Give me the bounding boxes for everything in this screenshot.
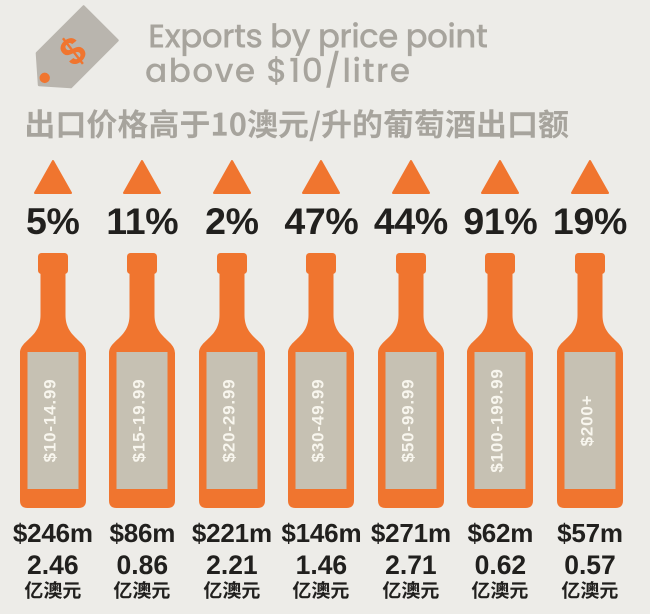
export-value-musd: $221m — [191, 517, 272, 548]
triangle-shape — [212, 160, 251, 194]
wine-bottle: $200+ — [557, 253, 623, 508]
bottle-neck — [219, 267, 245, 319]
unit-yi-aud-label: 亿澳元 — [382, 580, 439, 600]
price-band-label: $30-49.99 — [309, 379, 328, 463]
export-value-musd: $271m — [370, 517, 451, 548]
bottle-neck — [40, 267, 66, 319]
unit-yi-aud-label: 亿澳元 — [113, 580, 171, 600]
bottle-neck — [308, 267, 334, 319]
wine-bottle: $20-29.99 — [198, 253, 265, 508]
price-band-label: $20-29.99 — [219, 379, 238, 463]
category-column: 47% $30-49.99 $146m 1.46 亿澳元 — [276, 0, 366, 614]
export-value-yi: 2.71 — [385, 550, 437, 580]
bottle-neck — [577, 267, 603, 319]
unit-text: 亿澳元 — [24, 599, 25, 600]
price-band-label: $10-14.99 — [40, 379, 59, 463]
category-column: 11% $15-19.99 $86m 0.86 亿澳元 — [97, 0, 187, 614]
bottle-neck — [487, 267, 513, 319]
bottle-label — [564, 352, 616, 489]
growth-percent: 11% — [106, 200, 179, 242]
tag-hole — [39, 72, 50, 84]
unit-text: 亿澳元 — [472, 599, 473, 600]
unit-text: 亿澳元 — [293, 599, 294, 600]
unit-yi-aud-label: 亿澳元 — [24, 580, 81, 600]
export-value-yi: 0.62 — [474, 550, 527, 580]
bottle-neck — [398, 267, 424, 319]
price-band-label: $15-19.99 — [130, 379, 149, 463]
export-value-yi: 1.46 — [295, 550, 348, 580]
export-value-musd: $246m — [12, 517, 93, 548]
growth-arrow-icon — [571, 160, 609, 194]
price-band-label: $100-199.99 — [488, 368, 507, 472]
growth-arrow-icon — [391, 160, 430, 194]
unit-yi-aud-label: 亿澳元 — [472, 580, 529, 600]
export-value-yi: 0.57 — [564, 550, 616, 580]
wine-bottle: $50-99.99 — [377, 253, 444, 508]
export-value-musd: $146m — [281, 517, 362, 548]
triangle-shape — [391, 160, 430, 194]
export-value-musd: $62m — [467, 517, 534, 548]
unit-yi-aud-label: 亿澳元 — [203, 580, 260, 600]
growth-arrow-icon — [33, 160, 72, 194]
unit-yi-aud-label: 亿澳元 — [561, 580, 619, 600]
triangle-shape — [123, 160, 162, 194]
growth-arrow-icon — [123, 160, 162, 194]
unit-text: 亿澳元 — [203, 599, 204, 600]
price-tag-icon — [35, 5, 119, 89]
growth-percent: 44% — [373, 200, 448, 242]
growth-arrow-icon — [481, 160, 520, 194]
growth-percent: 47% — [284, 200, 359, 242]
price-band-label: $200+ — [578, 395, 597, 447]
triangle-shape — [33, 160, 72, 194]
category-column: 2% $20-29.99 $221m 2.21 亿澳元 — [187, 0, 277, 614]
tag-shape — [35, 5, 119, 89]
growth-percent: 19% — [552, 200, 628, 242]
triangle-shape — [571, 160, 609, 194]
triangle-shape — [302, 160, 341, 194]
bottle-label — [295, 352, 347, 489]
bottle-label — [385, 352, 437, 489]
export-value-musd: $86m — [109, 517, 176, 548]
bottle-label — [206, 352, 258, 489]
export-value-yi: 2.21 — [206, 550, 258, 580]
category-column: 5% $10-14.99 $246m 2.46 亿澳元 — [8, 0, 98, 614]
category-column: 19% $200+ $57m 0.57 亿澳元 — [545, 0, 635, 614]
bottle-label — [27, 352, 79, 489]
category-column: 91% $100-199.99 $62m 0.62 亿澳元 — [455, 0, 545, 614]
unit-text: 亿澳元 — [382, 599, 383, 600]
growth-arrow-icon — [212, 160, 251, 194]
export-value-yi: 0.86 — [116, 550, 169, 580]
bottle-neck — [129, 267, 155, 319]
dollar-symbol — [60, 37, 86, 65]
wine-bottle: $15-19.99 — [109, 253, 176, 508]
growth-percent: 91% — [463, 200, 538, 242]
wine-bottle: $30-49.99 — [288, 253, 355, 508]
growth-percent: 2% — [205, 200, 259, 242]
unit-yi-aud-label: 亿澳元 — [293, 580, 350, 600]
export-value-musd: $57m — [557, 517, 623, 548]
triangle-shape — [481, 160, 520, 194]
growth-percent: 5% — [25, 200, 80, 242]
bottle-label — [474, 352, 526, 489]
price-band-label: $50-99.99 — [398, 379, 417, 463]
unit-text: 亿澳元 — [562, 599, 563, 600]
category-column: 44% $50-99.99 $271m 2.71 亿澳元 — [366, 0, 456, 614]
unit-text: 亿澳元 — [114, 599, 115, 600]
bottle-label — [116, 352, 168, 489]
wine-bottle: $100-199.99 — [467, 253, 534, 508]
export-value-yi: 2.46 — [27, 550, 79, 580]
wine-bottle: $10-14.99 — [19, 253, 86, 508]
growth-arrow-icon — [302, 160, 341, 194]
